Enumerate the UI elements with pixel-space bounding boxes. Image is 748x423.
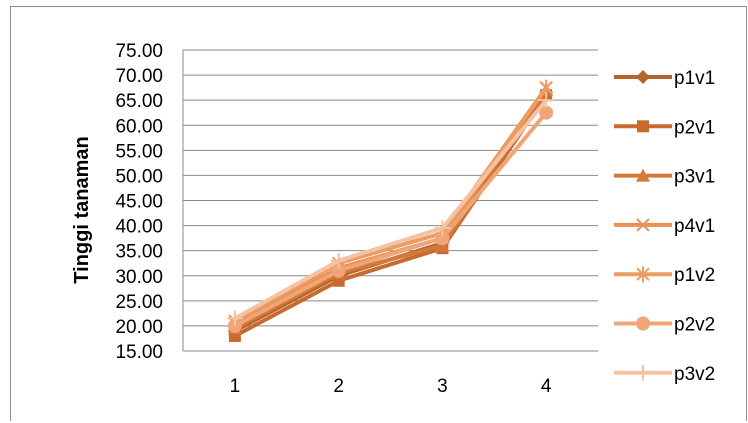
series-line — [233, 89, 548, 331]
y-axis-ticks: 15.00 20.00 25.00 30.00 35.00 40.00 45.00 50.00… — [115, 41, 163, 363]
y-tick-label: 75.00 — [115, 41, 163, 62]
series-line — [233, 94, 548, 338]
legend-label: p1v2 — [674, 265, 715, 286]
x-tick-label: 4 — [541, 376, 552, 397]
y-tick-label: 65.00 — [115, 91, 163, 112]
legend-label: p2v1 — [674, 117, 715, 138]
legend-marker — [636, 266, 650, 283]
legend-item-p2v1: p2v1 — [614, 117, 715, 138]
x-tick-label: 3 — [437, 376, 448, 397]
legend-label: p1v1 — [674, 68, 715, 89]
legend-label: p3v1 — [674, 167, 715, 188]
y-tick-label: 35.00 — [115, 242, 163, 263]
data-point — [435, 231, 450, 246]
series-p4v1 — [228, 80, 553, 331]
legend-marker — [636, 70, 650, 84]
y-tick-label: 20.00 — [115, 317, 163, 338]
data-point — [226, 310, 243, 327]
data-point — [435, 238, 450, 252]
legend-item-p1v2: p1v2 — [614, 265, 715, 286]
series-lines — [226, 79, 555, 342]
x-tick-label: 1 — [230, 376, 241, 397]
legend-item-p2v2: p2v2 — [614, 315, 715, 336]
y-tick-label: 25.00 — [115, 292, 163, 313]
y-tick-label: 60.00 — [115, 116, 163, 137]
y-tick-label: 30.00 — [115, 267, 163, 288]
legend-label: p3v2 — [674, 364, 715, 385]
legend-label: p2v2 — [674, 315, 715, 336]
legend-item-p3v2: p3v2 — [614, 364, 715, 385]
data-point — [539, 105, 554, 120]
legend-item-p3v1: p3v1 — [614, 167, 715, 188]
gridlines — [182, 49, 598, 352]
series-line — [233, 86, 548, 323]
series-line — [233, 111, 548, 328]
x-tick-label: 2 — [333, 376, 344, 397]
series-p2v2 — [227, 105, 554, 333]
legend-marker — [635, 364, 651, 381]
y-tick-label: 45.00 — [115, 192, 163, 213]
series-line — [233, 98, 548, 321]
y-tick-label: 70.00 — [115, 66, 163, 87]
x-axis-ticks: 1 2 3 4 — [230, 376, 552, 397]
series-p1v2 — [228, 79, 553, 329]
y-tick-label: 15.00 — [115, 342, 163, 363]
y-axis-label: Tinggi tanaman — [71, 136, 93, 283]
series-line — [233, 86, 548, 326]
legend-marker — [636, 218, 650, 232]
legend-item-p1v1: p1v1 — [614, 68, 715, 89]
legend-marker — [636, 316, 650, 331]
series-p3v2 — [226, 92, 555, 327]
data-point — [331, 263, 346, 278]
data-point — [538, 92, 555, 109]
y-tick-label: 50.00 — [115, 166, 163, 187]
data-point — [434, 220, 451, 237]
data-point — [330, 252, 347, 269]
legend: p1v1 p2v1 p3v1 p4v1 p1v2 p2v2 p3v2 — [614, 68, 715, 385]
legend-marker — [637, 120, 649, 133]
y-tick-label: 40.00 — [115, 217, 163, 238]
legend-marker — [636, 168, 650, 182]
legend-item-p4v1: p4v1 — [614, 216, 715, 237]
y-tick-label: 55.00 — [115, 141, 163, 162]
legend-label: p4v1 — [674, 216, 715, 237]
